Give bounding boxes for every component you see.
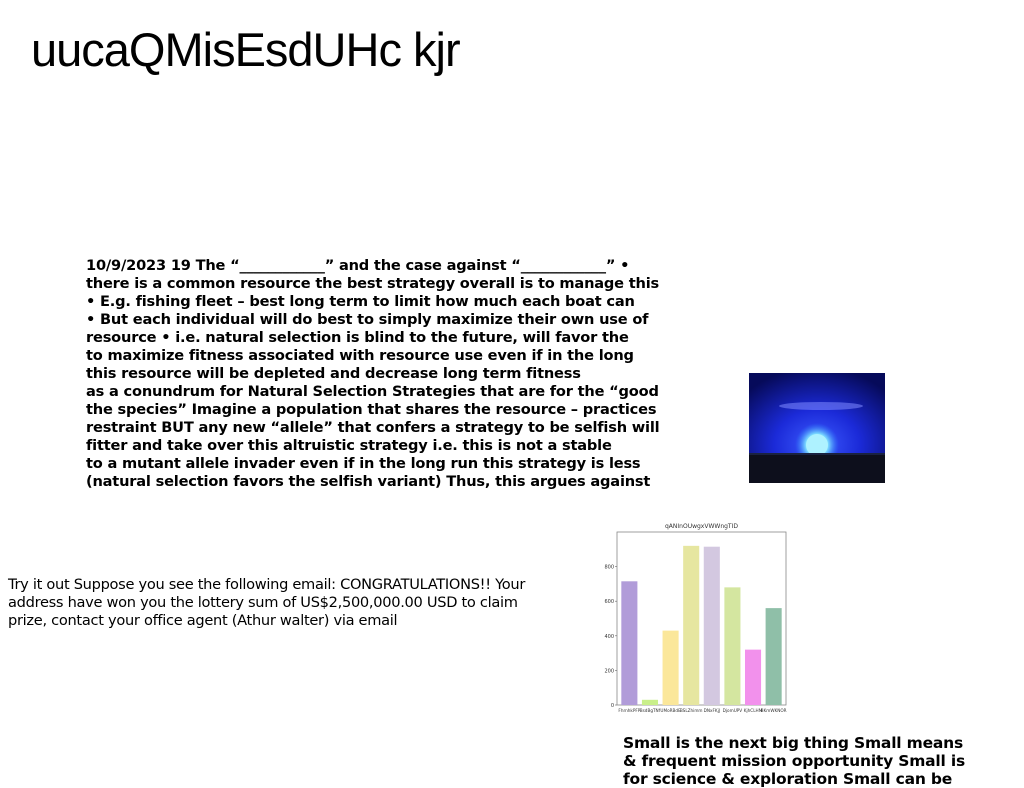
bar-chart: qANInOUwgxVWWngTID 0 200 400 600 800 FhrnhkPFP… xyxy=(604,523,787,713)
x-tick-label: BsdBgTNf xyxy=(640,708,661,713)
x-tick-label: DjomUPV xyxy=(723,708,743,713)
moon-sea-photo xyxy=(749,373,885,483)
y-tick-label: 400 xyxy=(604,634,614,640)
bar xyxy=(744,649,762,705)
y-tick-label: 600 xyxy=(604,599,614,605)
bar xyxy=(662,630,679,705)
text-line: Try it out Suppose you see the following… xyxy=(8,576,526,593)
x-tick-label: UMoRBdE xyxy=(660,708,681,713)
chart-title: qANInOUwgxVWWngTID xyxy=(665,523,738,530)
y-tick-label: 0 xyxy=(611,703,614,709)
text-line: this resource will be depleted and decre… xyxy=(86,365,581,382)
text-line: (natural selection favors the selfish va… xyxy=(86,473,651,490)
text-line: to a mutant allele invader even if in th… xyxy=(86,455,641,472)
bar xyxy=(724,587,741,705)
page-title: uucaQMisEsdUHc kjr xyxy=(31,23,461,76)
x-tick-label: BSLZhimm xyxy=(680,708,703,713)
y-tick-label: 200 xyxy=(604,668,614,674)
text-line: fitter and take over this altruistic str… xyxy=(86,437,612,454)
text-line: the species” Imagine a population that s… xyxy=(86,401,657,418)
text-line: • But each individual will do best to si… xyxy=(86,311,649,328)
small-text-block: Small is the next big thing Small means … xyxy=(623,734,1003,788)
x-tick-label: BKmWKNOR xyxy=(761,708,787,713)
y-tick-label: 800 xyxy=(604,565,614,571)
text-line: address have won you the lottery sum of … xyxy=(8,594,518,611)
bar xyxy=(683,545,700,705)
text-line: for science & exploration Small can be xyxy=(623,770,953,788)
x-tick-label: FhrnhkPFP xyxy=(618,708,640,713)
plot-frame xyxy=(616,531,787,706)
text-line: as a conundrum for Natural Selection Str… xyxy=(86,383,659,400)
text-line: Small is the next big thing Small means xyxy=(623,734,963,752)
text-line: there is a common resource the best stra… xyxy=(86,275,659,292)
bar xyxy=(765,608,782,705)
text-line: prize, contact your office agent (Athur … xyxy=(8,612,398,629)
x-tick-label: DNxFKjJ xyxy=(704,708,720,713)
text-line: to maximize fitness associated with reso… xyxy=(86,347,634,364)
email-paragraph: Try it out Suppose you see the following… xyxy=(8,576,568,630)
x-tick-label: KjhCLHM xyxy=(744,708,763,713)
main-text-block: 10/9/2023 19 The “____________” and the … xyxy=(86,257,686,491)
text-line: & frequent mission opportunity Small is xyxy=(623,752,965,770)
text-line: restraint BUT any new “allele” that conf… xyxy=(86,419,660,436)
text-line: resource • i.e. natural selection is bli… xyxy=(86,329,629,346)
text-line: 10/9/2023 19 The “____________” and the … xyxy=(86,257,630,274)
bar xyxy=(703,546,720,705)
bar xyxy=(621,581,638,705)
text-line: • E.g. fishing fleet – best long term to… xyxy=(86,293,635,310)
bar xyxy=(641,699,659,705)
